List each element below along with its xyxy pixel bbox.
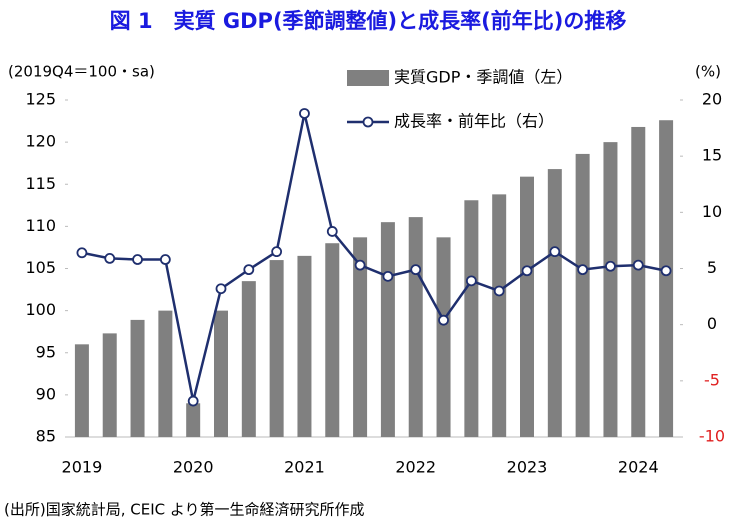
line-point xyxy=(354,259,366,271)
line-point xyxy=(243,264,255,276)
x-tick-label: 2023 xyxy=(507,458,548,477)
bar xyxy=(520,176,534,438)
line-point xyxy=(410,264,422,276)
bar xyxy=(547,169,562,437)
legend-label: 実質GDP・季調値（左） xyxy=(394,68,572,87)
bar xyxy=(158,310,173,437)
bar xyxy=(74,344,89,437)
line-point xyxy=(632,259,644,271)
legend-swatch xyxy=(347,70,389,86)
legend-label: 成長率・前年比（右） xyxy=(394,112,554,131)
bar xyxy=(297,255,312,437)
line xyxy=(81,113,667,402)
x-tick-label: 2022 xyxy=(395,458,436,477)
bar xyxy=(130,319,145,437)
y2-tick-label: 10 xyxy=(702,202,722,221)
y2-axis-label: (%) xyxy=(695,63,721,81)
line-point xyxy=(660,265,672,277)
bar xyxy=(353,237,368,437)
bar xyxy=(241,281,256,437)
line-point xyxy=(215,283,227,295)
line-point xyxy=(521,265,533,277)
line-point xyxy=(493,285,505,297)
y2-tick-label: -5 xyxy=(704,370,720,389)
bar xyxy=(659,120,674,437)
source-note: (出所)国家統計局, CEIC より第一生命経済研究所作成 xyxy=(4,501,365,519)
line-point xyxy=(187,395,199,407)
bar xyxy=(186,403,201,437)
line-point xyxy=(382,270,394,282)
y-tick-label: 105 xyxy=(25,258,56,277)
line-point xyxy=(104,252,116,264)
chart-title: 図 1 実質 GDP(季節調整値)と成長率(前年比)の推移 xyxy=(110,9,627,33)
y-tick-label: 100 xyxy=(25,300,56,319)
bar xyxy=(102,333,117,437)
bar xyxy=(325,243,340,437)
y-tick-label: 90 xyxy=(36,384,56,403)
y2-tick-label: -10 xyxy=(699,427,725,446)
bar xyxy=(408,217,423,437)
x-tick-label: 2024 xyxy=(618,458,659,477)
line-point xyxy=(271,246,283,258)
bar xyxy=(631,126,646,438)
bar xyxy=(380,222,395,437)
bar xyxy=(603,142,618,437)
bar xyxy=(269,260,284,437)
y-axis-label: (2019Q4＝100・sa) xyxy=(8,63,155,81)
line-point xyxy=(605,260,616,272)
y2-tick-label: 5 xyxy=(707,258,717,277)
x-tick-label: 2021 xyxy=(284,458,325,477)
line-point xyxy=(299,108,310,119)
line-point xyxy=(438,314,449,326)
line-point xyxy=(76,247,88,259)
y2-tick-label: 0 xyxy=(707,314,717,333)
bar xyxy=(464,200,479,437)
x-tick-label: 2019 xyxy=(62,458,103,477)
x-tick-label: 2020 xyxy=(173,458,214,477)
y-tick-label: 95 xyxy=(36,342,56,361)
legend-swatch xyxy=(362,116,374,128)
line-point xyxy=(549,246,561,258)
y-tick-label: 115 xyxy=(25,174,56,193)
line-point xyxy=(132,254,143,265)
y-tick-label: 110 xyxy=(25,216,56,235)
line-point xyxy=(465,275,477,287)
bar xyxy=(575,153,590,438)
line-point xyxy=(326,226,338,237)
y2-tick-label: 15 xyxy=(702,146,722,165)
line-point xyxy=(159,254,171,265)
line-point xyxy=(577,264,589,276)
bar xyxy=(492,194,507,437)
y-tick-label: 120 xyxy=(25,132,56,151)
y2-tick-label: 20 xyxy=(702,90,722,109)
y-tick-label: 125 xyxy=(25,90,56,109)
y-tick-label: 85 xyxy=(36,427,56,446)
bar xyxy=(436,237,451,437)
bar xyxy=(214,310,228,437)
